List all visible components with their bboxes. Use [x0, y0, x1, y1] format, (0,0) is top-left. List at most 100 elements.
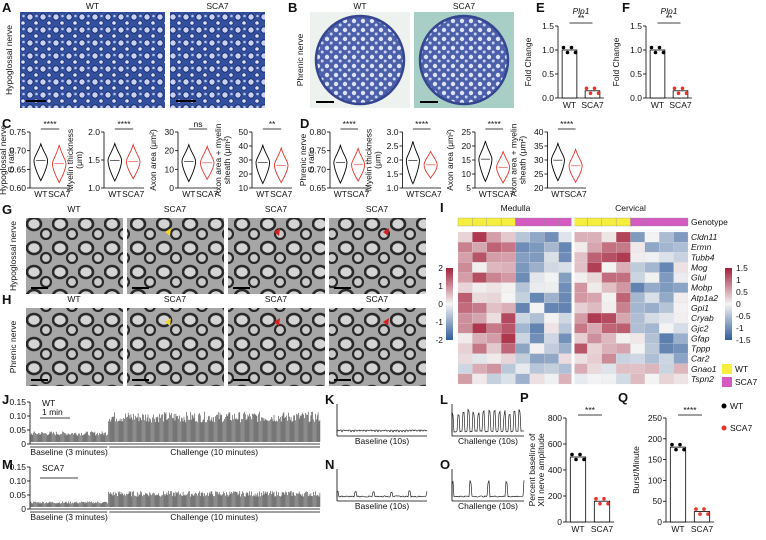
heat-cell	[616, 242, 631, 253]
y-tick-label: 50	[653, 496, 663, 506]
heat-cell	[457, 373, 473, 385]
gene-label: Cryab	[691, 313, 714, 323]
y-tick-label: 25	[462, 127, 472, 137]
heat-cell	[486, 242, 502, 253]
heat-cell	[572, 262, 588, 273]
y-axis-label: Axon area + myelin	[509, 123, 519, 196]
y-tick-label: 0.10	[9, 476, 26, 486]
heat-cell	[457, 302, 473, 314]
heat-cell	[616, 343, 631, 354]
heat-cell	[587, 282, 602, 293]
panel-label: O	[440, 457, 450, 472]
heat-cell	[515, 242, 530, 253]
heat-cell	[601, 282, 617, 293]
heat-cell	[472, 302, 487, 314]
panel-label: P	[520, 390, 529, 405]
heat-cell	[644, 231, 660, 243]
heat-cell	[572, 353, 588, 364]
genotype-cell	[486, 217, 502, 227]
heat-cell	[529, 363, 545, 374]
heat-cell	[472, 272, 487, 283]
x-tick-label: WT	[551, 189, 564, 199]
x-tick-label: SCA7	[591, 524, 613, 534]
heat-cell	[644, 312, 660, 324]
genotype-cell	[529, 217, 545, 227]
heat-cell	[529, 353, 545, 364]
genotype-cell	[644, 217, 660, 227]
y-tick-label: 1.5	[630, 21, 642, 31]
colorbar-tick: 1.5	[736, 263, 748, 273]
heat-cell	[544, 363, 559, 374]
bar	[669, 446, 687, 523]
heat-cell	[501, 272, 516, 283]
data-point	[694, 507, 698, 511]
heat-cell	[515, 282, 530, 293]
data-point	[649, 45, 654, 50]
heat-cell	[630, 343, 645, 354]
heat-cell	[558, 363, 574, 374]
significance: ns	[194, 119, 203, 129]
heat-cell	[501, 343, 516, 354]
heat-cell	[630, 323, 645, 334]
y-tick-label: 150	[648, 455, 662, 465]
panel-title: SCA7	[164, 294, 186, 304]
gene-label: Mog	[691, 262, 708, 272]
panel-label: I	[440, 200, 444, 215]
heat-cell	[616, 252, 631, 263]
heat-cell	[601, 292, 617, 304]
heat-cell	[572, 302, 588, 314]
data-point	[574, 457, 578, 462]
genotype-cell	[630, 217, 646, 227]
x-tick-label: SCA7	[347, 189, 369, 199]
heat-cell	[644, 292, 660, 304]
bar	[593, 500, 611, 523]
y-tick-label: 1.0	[88, 183, 100, 193]
period-label: Challenge (10 minutes)	[170, 512, 258, 522]
heat-cell	[486, 302, 502, 314]
heat-cell	[673, 353, 689, 364]
gene-label: Glul	[691, 273, 707, 283]
x-tick-label: SCA7	[48, 189, 70, 199]
x-tick-label: SCA7	[196, 189, 218, 199]
heat-cell	[515, 312, 530, 324]
y-tick-label: 0	[169, 183, 174, 193]
y-tick-label: 0.70	[309, 164, 326, 174]
data-point	[578, 452, 582, 457]
significance: **	[578, 13, 585, 23]
legend-swatch	[722, 364, 732, 374]
heat-cell	[486, 373, 502, 385]
heat-cell	[544, 343, 559, 354]
data-point	[702, 507, 706, 511]
caption: Baseline (10s)	[355, 501, 410, 511]
heat-cell	[501, 302, 516, 314]
heat-cell	[572, 312, 588, 324]
genotype-cell	[544, 217, 559, 227]
side-label: Phrenic nerve	[298, 134, 308, 187]
heat-cell	[601, 363, 617, 374]
heat-cell	[630, 231, 645, 243]
heat-cell	[501, 282, 516, 293]
data-point	[678, 442, 682, 447]
data-point	[570, 452, 574, 457]
heat-cell	[501, 373, 516, 385]
heat-cell	[659, 231, 674, 243]
genotype-cell	[472, 217, 487, 227]
heat-cell	[544, 282, 559, 293]
significance: **	[269, 119, 276, 129]
y-tick-label: 35	[534, 141, 544, 151]
y-tick-label: 30	[165, 127, 175, 137]
data-point	[680, 86, 685, 91]
heat-cell	[601, 272, 617, 283]
heat-cell	[457, 363, 473, 374]
nerve-section	[418, 14, 510, 106]
y-tick-label: 20	[534, 183, 544, 193]
heat-cell	[630, 363, 645, 374]
y-tick-label: 1.5	[387, 169, 399, 179]
side-label: Hypoglossal nerve	[4, 25, 14, 95]
panel-title: SCA7	[453, 1, 475, 11]
data-point	[653, 50, 658, 55]
heat-cell	[601, 323, 617, 334]
y-tick-label: 20	[239, 169, 249, 179]
heat-cell	[515, 292, 530, 304]
micrograph	[26, 308, 123, 386]
